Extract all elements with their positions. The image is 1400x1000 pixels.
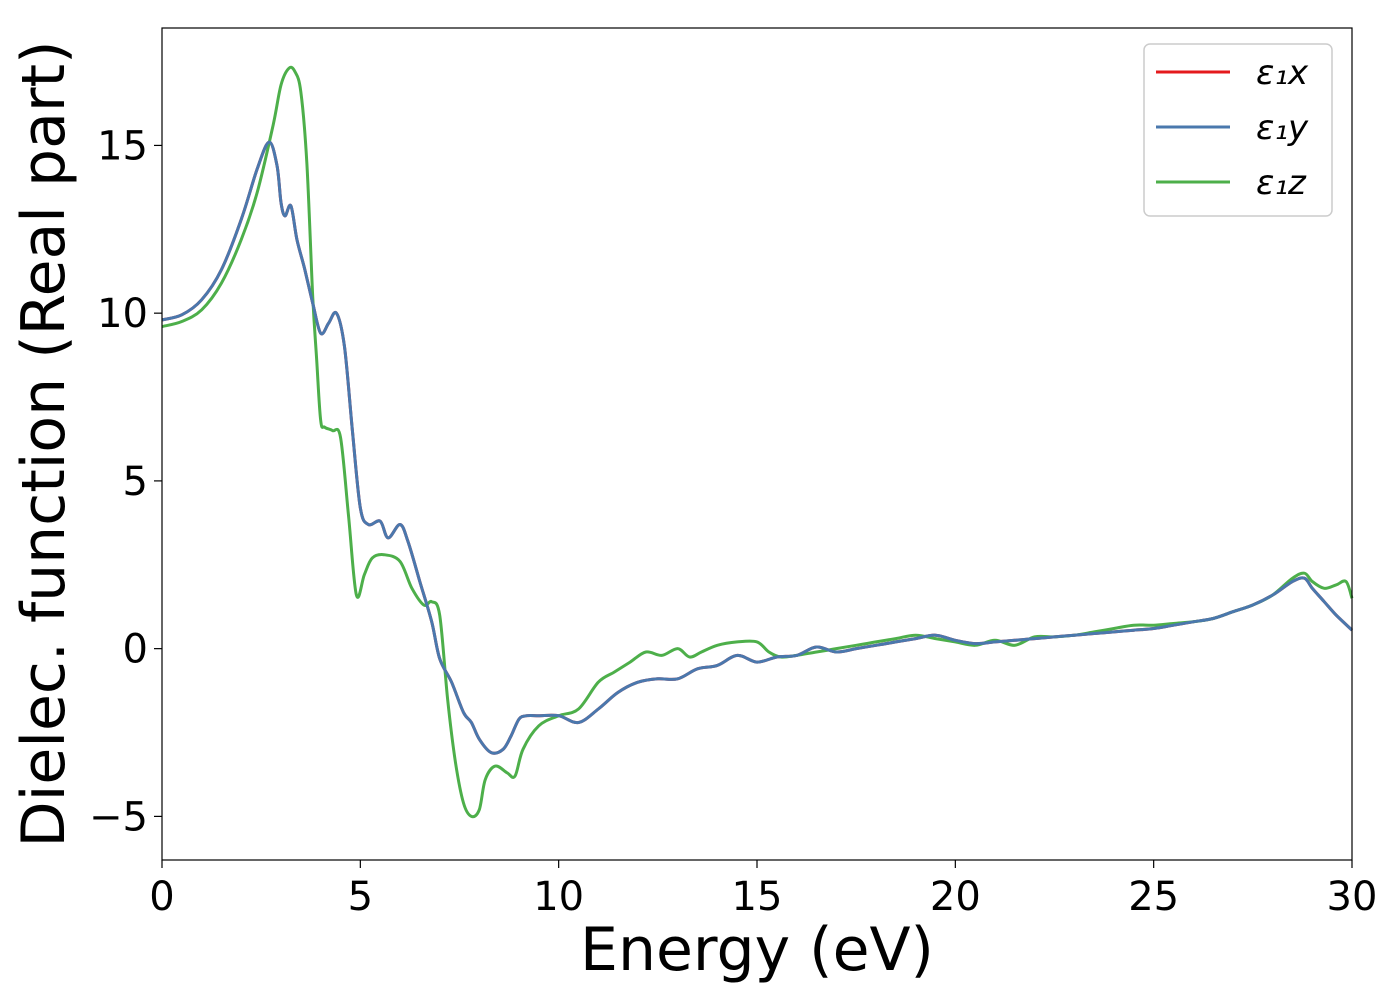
x-tick-label: 15 [732, 874, 783, 920]
y-axis-title: Dielec. function (Real part) [9, 41, 79, 848]
y-tick-label: 0 [123, 627, 148, 673]
y-tick-label: −5 [89, 794, 148, 840]
y-tick-label: 5 [123, 459, 148, 505]
plot-frame [161, 27, 1353, 861]
y-tick-label: 15 [97, 123, 148, 169]
x-tick-label: 10 [533, 874, 584, 920]
legend-label-ey: ε₁y [1256, 108, 1309, 148]
legend: ε₁x ε₁y ε₁z [1143, 43, 1333, 217]
x-tick-label: 5 [348, 874, 373, 920]
x-tick-label: 20 [930, 874, 981, 920]
y-tick-label: 10 [97, 291, 148, 337]
legend-label-ez: ε₁z [1256, 163, 1307, 203]
series-line-ey [161, 140, 1354, 755]
x-axis-title: Energy (eV) [580, 915, 934, 985]
series-layer [161, 65, 1354, 819]
x-tick-label: 0 [149, 874, 174, 920]
x-tick-label: 25 [1128, 874, 1179, 920]
legend-label-ex: ε₁x [1256, 53, 1309, 93]
legend-box [1143, 43, 1333, 217]
x-tick-label: 30 [1327, 874, 1378, 920]
series-line-ez [161, 65, 1354, 819]
